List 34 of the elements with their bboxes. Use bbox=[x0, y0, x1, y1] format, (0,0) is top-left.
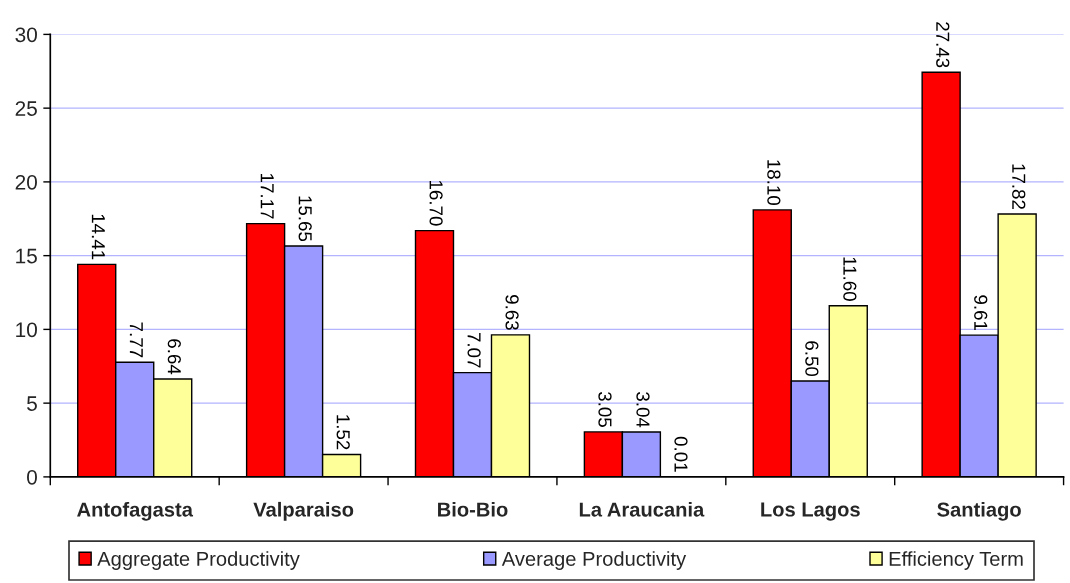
data-label: 9.63 bbox=[505, 295, 519, 330]
data-label: 6.50 bbox=[805, 341, 819, 377]
data-label: 3.04 bbox=[636, 392, 650, 428]
y-tick-label: 25 bbox=[15, 101, 37, 116]
y-tick-label: 30 bbox=[15, 27, 37, 43]
data-label: 3.05 bbox=[598, 391, 612, 427]
x-tick-label: Antofagasta bbox=[77, 501, 194, 521]
x-tick-label: Los Lagos bbox=[761, 502, 860, 521]
legend-label: Average Productivity bbox=[501, 551, 687, 570]
y-tick-label: 10 bbox=[16, 322, 37, 338]
data-label: 18.10 bbox=[767, 160, 781, 206]
legend-label: Efficiency Term bbox=[889, 551, 1023, 570]
y-tick-label: 15 bbox=[16, 248, 37, 264]
data-label: 7.77 bbox=[129, 322, 143, 358]
data-label: 7.07 bbox=[467, 332, 481, 368]
data-label: 0.01 bbox=[674, 436, 688, 472]
data-label: 14.41 bbox=[91, 214, 105, 260]
data-label: 6.64 bbox=[167, 339, 181, 375]
x-tick-label: Bio-Bio bbox=[438, 501, 508, 517]
x-tick-label: La Araucania bbox=[579, 501, 705, 517]
x-tick-label: Valparaiso bbox=[253, 501, 354, 521]
data-label: 9.61 bbox=[974, 295, 988, 331]
y-tick-label: 20 bbox=[15, 174, 37, 190]
data-label: 17.82 bbox=[1012, 164, 1026, 209]
data-label: 16.70 bbox=[429, 180, 443, 226]
x-tick-label: Santiago bbox=[937, 501, 1021, 521]
data-label: 27.43 bbox=[936, 22, 950, 68]
data-label: 15.65 bbox=[298, 196, 312, 242]
y-tick-label: 0 bbox=[27, 469, 37, 485]
legend-label: Aggregate Productivity bbox=[97, 551, 300, 570]
y-tick-label: 5 bbox=[27, 396, 37, 411]
data-label: 11.60 bbox=[843, 257, 857, 301]
data-label: 17.17 bbox=[260, 173, 274, 219]
data-label: 1.52 bbox=[336, 415, 350, 450]
